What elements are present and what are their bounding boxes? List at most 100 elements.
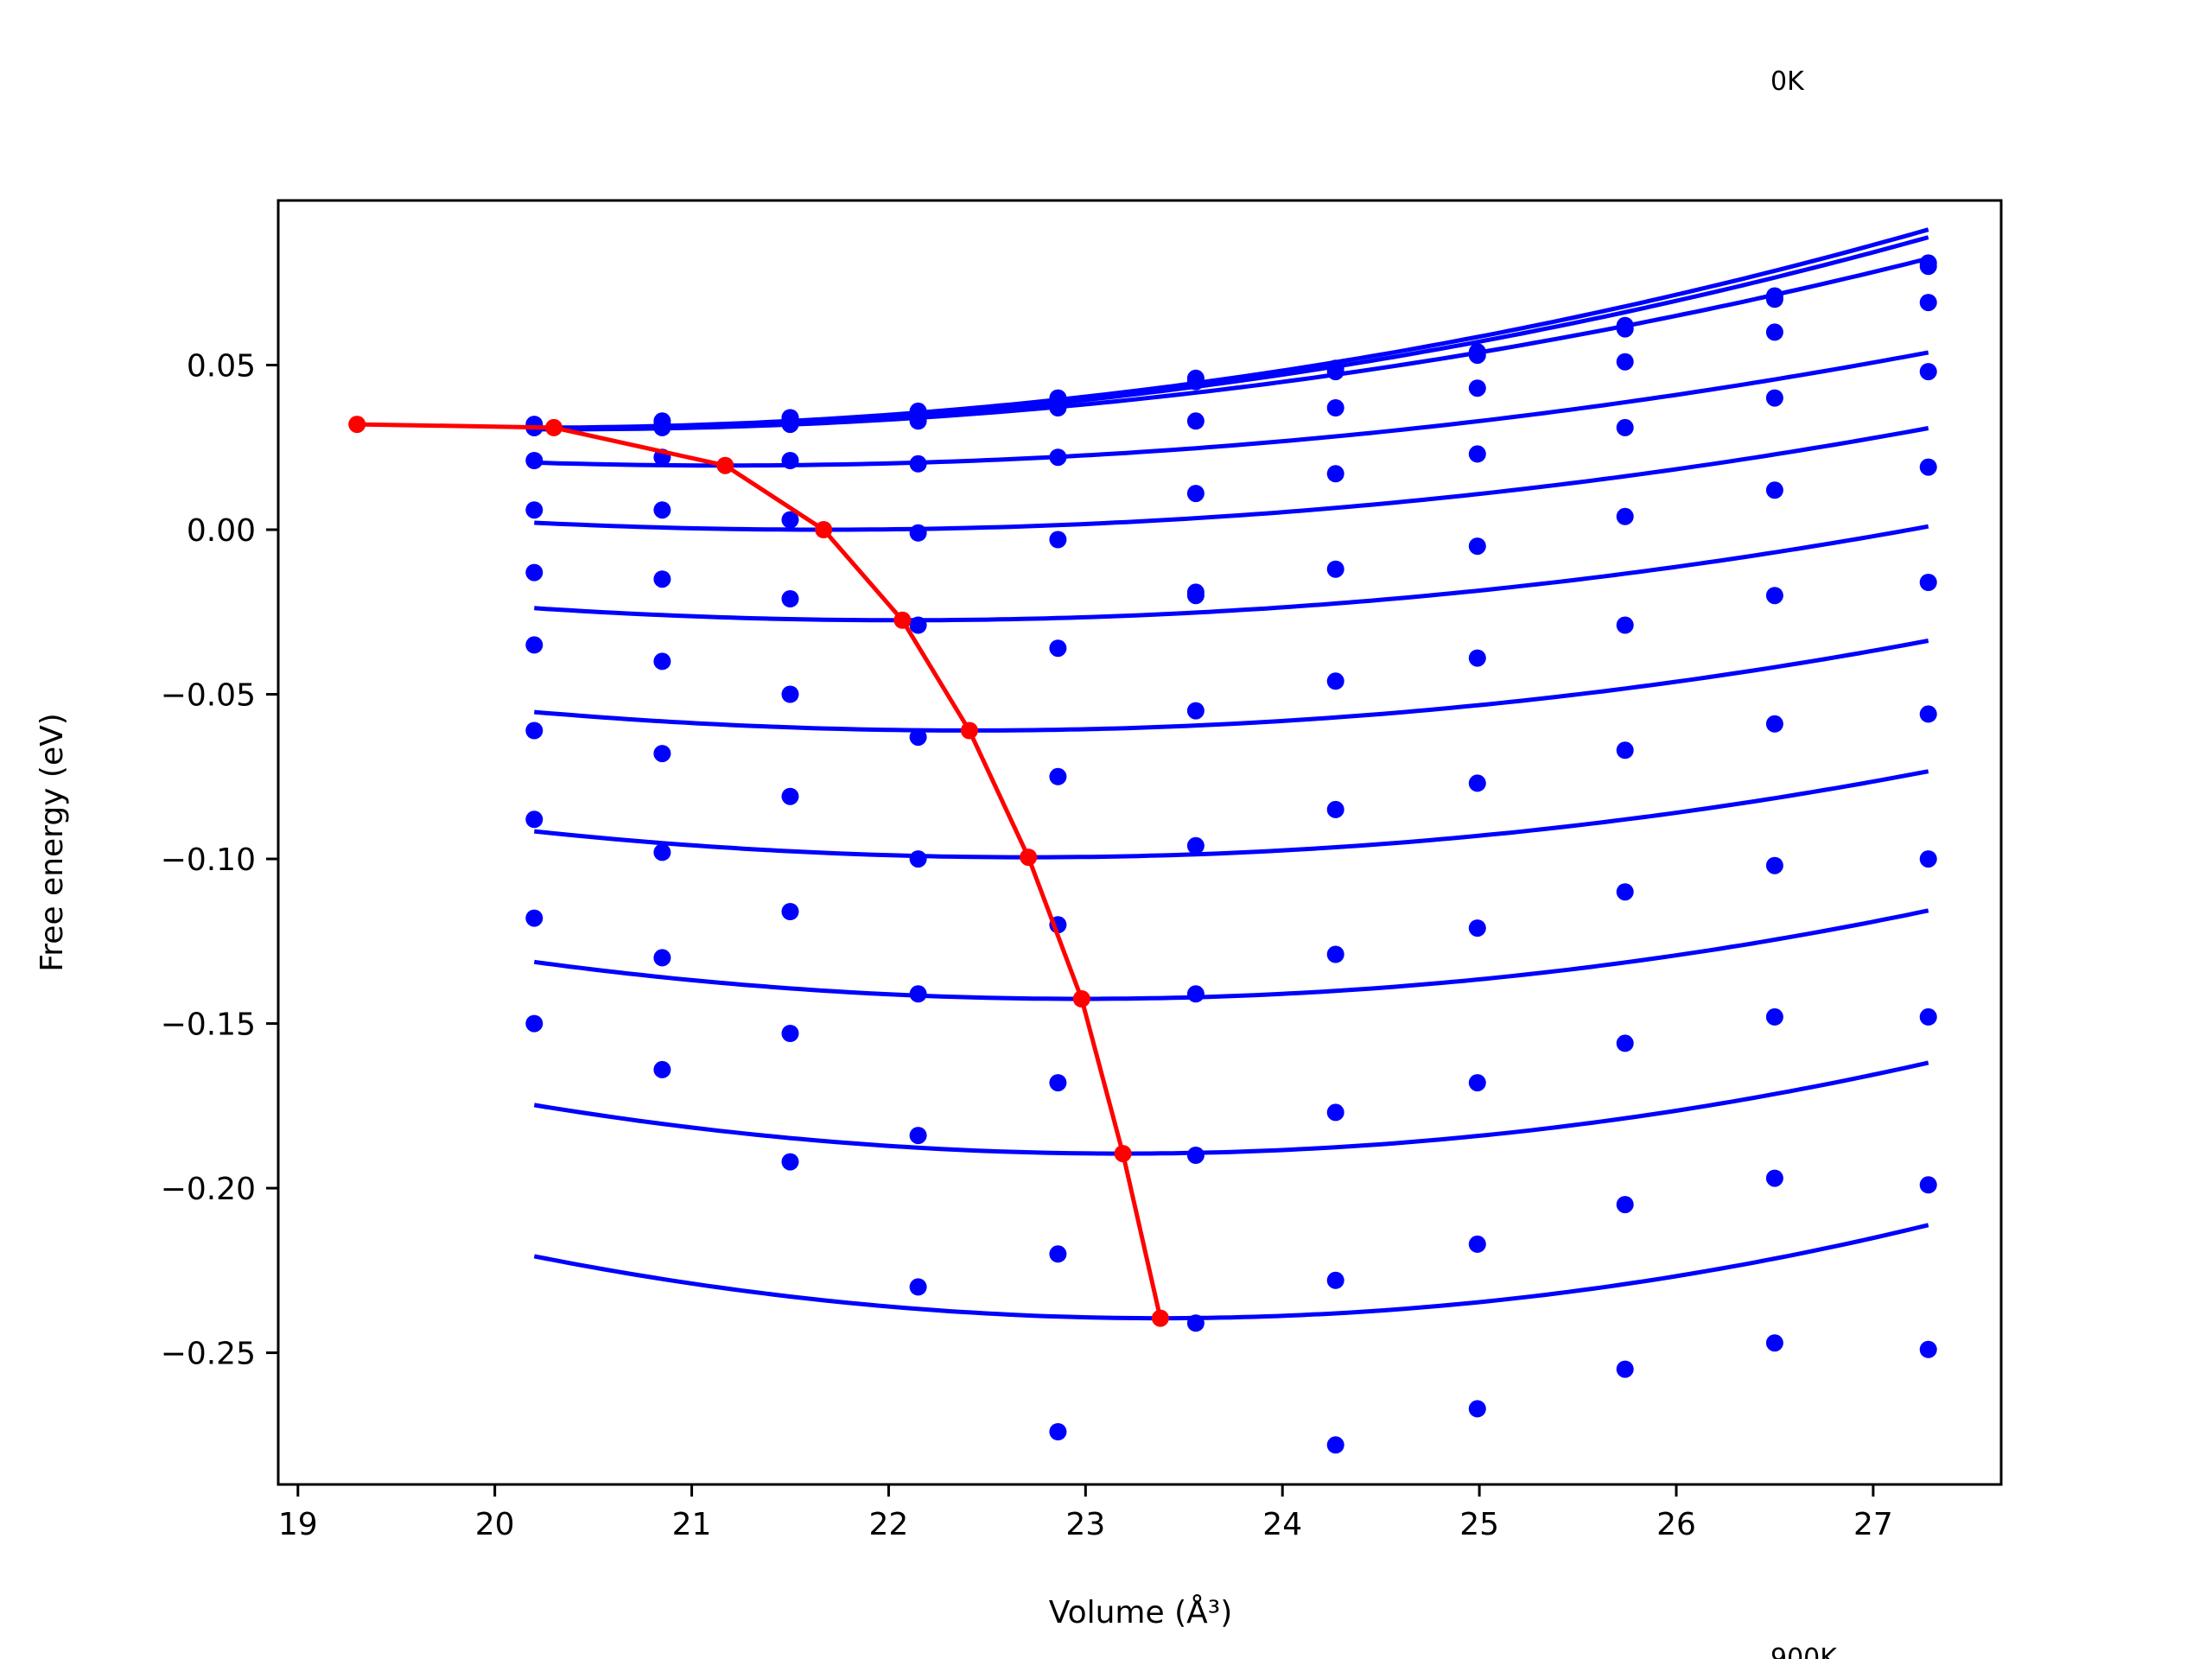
y-tick-label-3: −0.10	[161, 842, 256, 878]
data-point-4-6	[1326, 560, 1344, 578]
data-point-2-7	[1468, 379, 1486, 397]
data-point-8-6	[1326, 1103, 1344, 1122]
data-point-8-3	[909, 985, 927, 1003]
data-points	[525, 254, 1937, 1454]
x-tick-label-7: 26	[1656, 1507, 1696, 1542]
x-tick-label-1: 20	[475, 1507, 515, 1542]
data-point-9-9	[1765, 1169, 1783, 1187]
plot-frame	[276, 199, 2003, 1486]
data-point-6-3	[909, 728, 927, 747]
data-point-1-9	[1765, 290, 1783, 308]
data-point-6-6	[1326, 800, 1344, 818]
data-point-2-9	[1765, 323, 1783, 341]
annotation-0k: 0K	[1770, 67, 1805, 97]
data-point-2-5	[1186, 412, 1205, 430]
data-point-10-9	[1765, 1334, 1783, 1352]
data-point-4-10	[1919, 458, 1937, 476]
data-point-5-5	[1186, 583, 1205, 601]
data-point-10-8	[1616, 1360, 1634, 1378]
fit-curve-4	[534, 426, 1929, 532]
data-point-9-6	[1326, 1271, 1344, 1289]
x-tick-label-8: 27	[1853, 1507, 1893, 1542]
data-point-2-2	[781, 416, 799, 434]
minimum-path-line	[357, 422, 1163, 1319]
data-point-6-1	[653, 652, 671, 671]
data-point-2-6	[1326, 399, 1344, 416]
data-point-8-7	[1468, 1074, 1486, 1092]
data-point-4-9	[1765, 481, 1783, 499]
data-point-8-9	[1765, 1007, 1783, 1026]
data-point-6-7	[1468, 774, 1486, 792]
data-point-5-6	[1326, 672, 1344, 690]
data-point-3-0	[525, 452, 543, 469]
data-point-9-5	[1186, 1147, 1205, 1164]
data-point-7-6	[1326, 945, 1344, 963]
data-point-1-8	[1616, 320, 1634, 338]
data-point-9-10	[1919, 1176, 1937, 1194]
fit-curve-10	[533, 1223, 1929, 1321]
data-point-7-1	[653, 745, 671, 763]
data-point-2-4	[1049, 399, 1067, 416]
data-point-4-7	[1468, 537, 1486, 556]
y-axis-label: Free energy (eV)	[35, 713, 70, 972]
x-axis-ticks: 19 20 21 22 23 24 25 26 27	[278, 1484, 1893, 1542]
x-tick-label-0: 19	[278, 1507, 318, 1542]
y-tick-label-5: −0.20	[161, 1172, 256, 1207]
x-axis-label: Volume (Å³)	[1049, 1593, 1232, 1630]
data-point-2-8	[1616, 353, 1634, 371]
data-point-6-2	[781, 685, 799, 703]
data-point-3-3	[909, 454, 927, 473]
x-tick-label-2: 21	[672, 1507, 712, 1542]
data-point-9-2	[781, 1025, 799, 1042]
data-point-8-8	[1616, 1034, 1634, 1052]
data-point-3-4	[1049, 448, 1067, 467]
fit-curves	[533, 227, 1929, 1321]
x-tick-label-4: 23	[1065, 1507, 1105, 1542]
data-point-3-9	[1765, 389, 1783, 407]
data-point-3-7	[1468, 445, 1486, 463]
minimum-path-point-1	[545, 418, 563, 436]
data-point-5-9	[1765, 587, 1783, 605]
data-point-3-5	[1186, 485, 1205, 503]
data-point-6-10	[1919, 705, 1937, 723]
data-point-1-7	[1468, 346, 1486, 365]
data-point-7-0	[525, 721, 543, 740]
data-point-10-7	[1468, 1400, 1486, 1418]
data-point-5-0	[525, 563, 543, 582]
data-point-4-4	[1049, 531, 1067, 549]
data-point-10-0	[525, 1014, 543, 1033]
data-point-3-2	[781, 452, 799, 469]
data-point-6-4	[1049, 767, 1067, 785]
data-point-7-8	[1616, 883, 1634, 901]
data-point-6-8	[1616, 741, 1634, 760]
data-point-8-5	[1186, 985, 1205, 1003]
data-point-3-10	[1919, 363, 1937, 381]
minimum-path-point-9	[1151, 1309, 1169, 1327]
data-point-4-0	[525, 501, 543, 519]
data-point-10-10	[1919, 1340, 1937, 1358]
fit-curve-9	[533, 1060, 1929, 1156]
data-point-7-5	[1186, 836, 1205, 855]
data-point-7-7	[1468, 919, 1486, 938]
data-point-10-2	[781, 1153, 799, 1171]
data-point-8-1	[653, 843, 671, 861]
minimum-path-point-6	[1020, 849, 1038, 867]
data-point-1-5	[1186, 372, 1205, 391]
minimum-path-point-5	[960, 721, 978, 740]
minimum-path-point-4	[893, 611, 912, 629]
y-tick-label-4: −0.15	[161, 1007, 256, 1043]
fit-curve-7	[534, 769, 1929, 860]
data-point-10-4	[1049, 1423, 1067, 1440]
data-point-9-8	[1616, 1196, 1634, 1214]
x-tick-label-3: 22	[869, 1507, 909, 1542]
data-point-8-0	[525, 810, 543, 829]
minimum-path-point-2	[716, 456, 734, 474]
data-point-8-10	[1919, 1007, 1937, 1026]
data-point-10-5	[1186, 1314, 1205, 1332]
fit-curve-8	[533, 908, 1929, 1001]
y-tick-label-6: −0.25	[161, 1337, 256, 1372]
fit-curve-6	[534, 639, 1929, 733]
data-point-8-4	[1049, 1074, 1067, 1092]
data-point-6-0	[525, 636, 543, 654]
